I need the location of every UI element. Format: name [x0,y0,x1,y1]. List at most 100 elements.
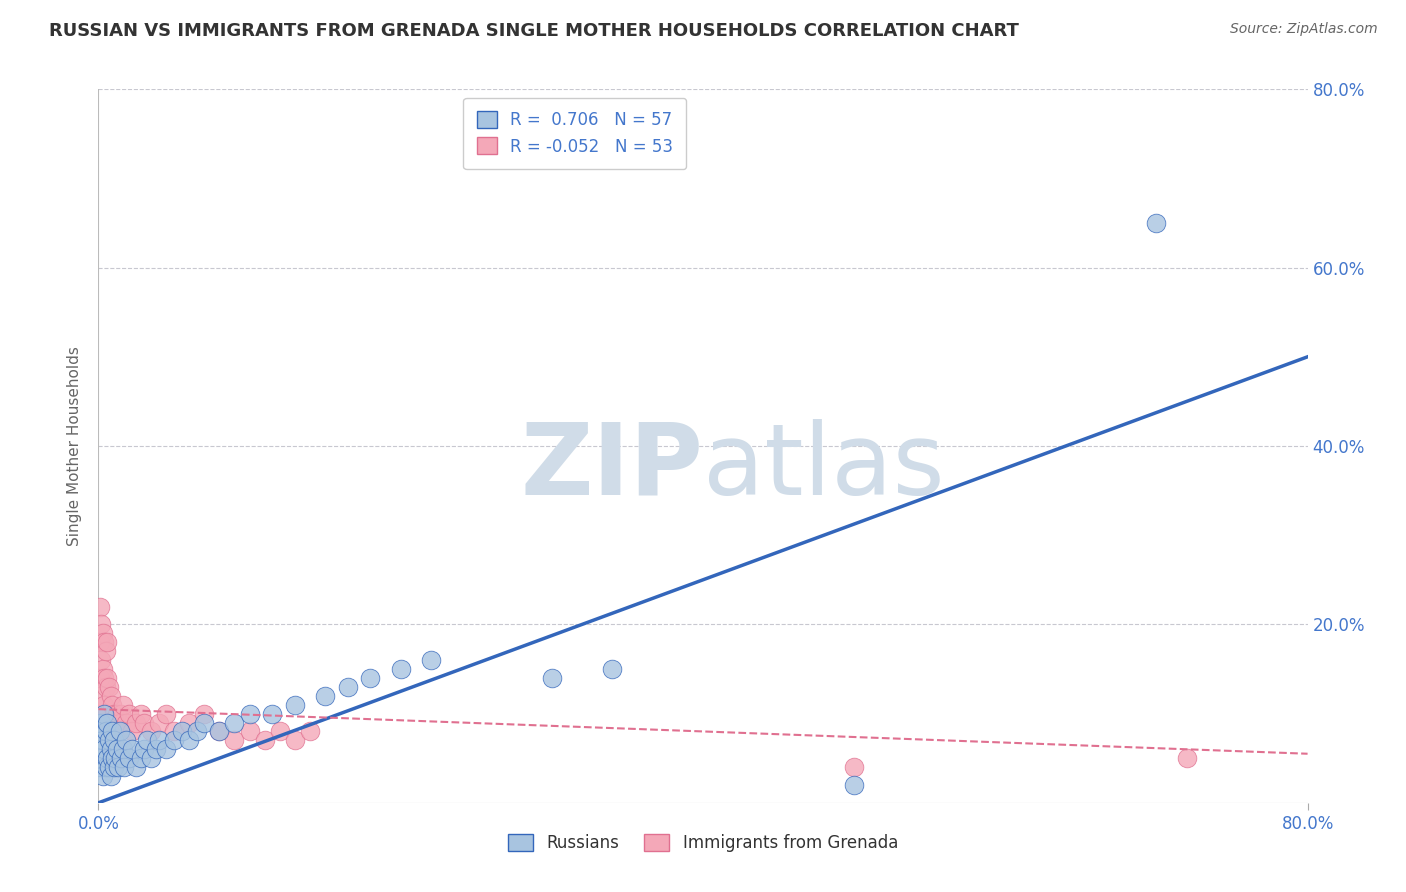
Point [100,769,122,783]
Point [101,751,124,765]
Point [105,742,128,756]
Point [844,778,866,792]
Point [114,733,136,747]
Point [100,689,122,703]
Point [111,698,134,712]
Point [89,760,111,774]
Point [121,724,143,739]
Point [193,715,215,730]
Point [107,760,129,774]
Point [1144,216,1167,230]
Point [90,751,112,765]
Point [224,733,246,747]
Point [239,706,262,721]
Point [299,724,322,739]
Text: RUSSIAN VS IMMIGRANTS FROM GRENADA SINGLE MOTHER HOUSEHOLDS CORRELATION CHART: RUSSIAN VS IMMIGRANTS FROM GRENADA SINGL… [49,22,1019,40]
Point [284,733,307,747]
Point [111,742,134,756]
Point [844,760,866,774]
Point [602,662,624,676]
Point [90,653,112,667]
Point [100,742,122,756]
Point [101,698,124,712]
Point [108,715,131,730]
Point [360,671,382,685]
Point [141,751,163,765]
Point [314,689,336,703]
Point [389,662,412,676]
Point [239,724,262,739]
Point [163,733,186,747]
Point [1175,751,1198,765]
Point [96,635,118,649]
Point [89,671,111,685]
Point [98,680,121,694]
Point [193,706,215,721]
Point [148,733,170,747]
Point [155,742,177,756]
Point [94,724,117,739]
Point [186,724,208,739]
Text: atlas: atlas [703,419,945,516]
Point [96,751,118,765]
Point [104,715,127,730]
Point [103,733,125,747]
Point [90,689,112,703]
Point [336,680,359,694]
Point [420,653,443,667]
Point [135,733,157,747]
Point [98,760,121,774]
Point [91,706,114,721]
Point [90,617,112,632]
Point [540,671,562,685]
Point [98,724,121,739]
Point [163,724,186,739]
Point [110,751,132,765]
Point [118,706,141,721]
Point [110,706,132,721]
Point [93,698,115,712]
Point [101,724,124,739]
Point [96,671,118,685]
Point [94,644,117,658]
Text: Source: ZipAtlas.com: Source: ZipAtlas.com [1230,22,1378,37]
Point [89,724,111,739]
Point [155,706,177,721]
Point [103,706,125,721]
Point [93,671,115,685]
Point [132,715,155,730]
Text: ZIP: ZIP [520,419,703,516]
Point [98,733,121,747]
Point [121,742,143,756]
Point [108,724,131,739]
Point [125,760,148,774]
Point [145,742,167,756]
Point [208,724,231,739]
Point [129,706,152,721]
Point [101,724,124,739]
Point [269,724,291,739]
Point [91,626,114,640]
Point [94,760,117,774]
Point [125,715,148,730]
Point [94,680,117,694]
Point [262,706,284,721]
Legend: Russians, Immigrants from Grenada: Russians, Immigrants from Grenada [502,827,904,859]
Point [103,760,125,774]
Point [89,599,111,614]
Point [114,715,136,730]
Y-axis label: Single Mother Households: Single Mother Households [67,346,83,546]
Point [96,706,118,721]
Point [224,715,246,730]
Point [91,733,114,747]
Point [103,733,125,747]
Point [90,715,112,730]
Point [141,724,163,739]
Point [170,724,193,739]
Point [93,635,115,649]
Point [253,733,276,747]
Point [179,715,201,730]
Point [179,733,201,747]
Point [89,635,111,649]
Point [148,715,170,730]
